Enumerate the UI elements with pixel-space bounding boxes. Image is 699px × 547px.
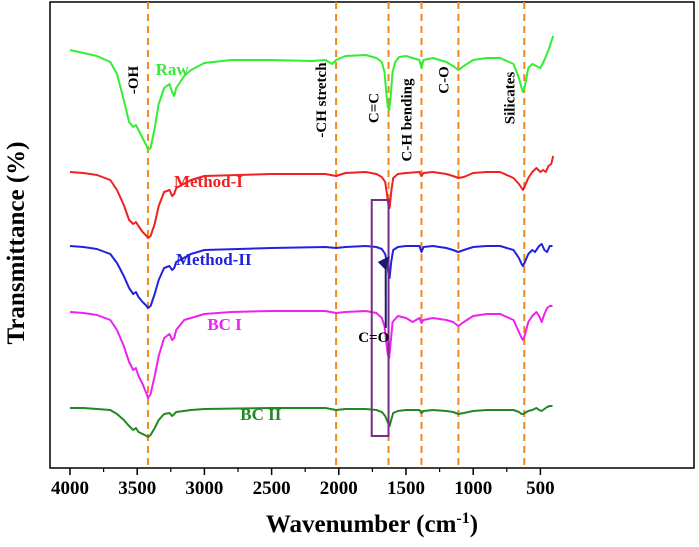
band-label-3: C-H bending (399, 78, 415, 161)
x-tick-label-3500: 3500 (118, 478, 156, 499)
spectra (69, 35, 555, 438)
band-label-4: C-O (436, 66, 452, 94)
reference-lines (146, 2, 526, 468)
x-tick-label-4000: 4000 (51, 478, 89, 499)
x-axis-title: Wavenumber (cm-1) (266, 510, 478, 538)
y-axis-title: Transmittance (%) (3, 142, 30, 345)
series-line-method-ii (69, 243, 553, 309)
x-tick-label-1500: 1500 (387, 478, 425, 499)
series-line-bc-i (69, 305, 553, 399)
series-label-4: BC II (240, 405, 281, 424)
series-label-2: Method-II (176, 250, 252, 269)
series-line-method-i (69, 155, 555, 239)
x-tick-label-1000: 1000 (454, 478, 492, 499)
band-label-0: -OH (126, 66, 142, 95)
series-labels: Raw Method-I Method-II BC I BC II (156, 60, 282, 424)
series-label-0: Raw (156, 60, 190, 79)
x-tick-label-3000: 3000 (185, 478, 223, 499)
series-label-1: Method-I (174, 172, 243, 191)
series-label-3: BC I (207, 315, 242, 334)
carbonyl-label: C=O (358, 330, 389, 346)
x-tick-label-2000: 2000 (320, 478, 358, 499)
band-label-1: -CH stretch (314, 62, 330, 138)
band-label-2: C=C (367, 93, 383, 123)
plot-area: C=O Raw Method-I Method-II BC I BC II -OH -CH… (49, 1, 695, 469)
series-line-raw (69, 35, 555, 151)
carbonyl-arrow-head (377, 256, 390, 270)
carbonyl-annotation: C=O (358, 199, 390, 437)
band-annotations: -OH -CH stretch C=C C-H bending C-O Silicates (126, 62, 518, 162)
x-axis: 4000 3500 3000 2500 2000 1500 1000 500 (51, 468, 555, 499)
band-label-5: Silicates (502, 72, 518, 125)
carbonyl-box (370, 199, 390, 437)
x-tick-label-500: 500 (526, 478, 555, 499)
x-tick-label-2500: 2500 (253, 478, 291, 499)
series-line-bc-ii (70, 405, 553, 438)
